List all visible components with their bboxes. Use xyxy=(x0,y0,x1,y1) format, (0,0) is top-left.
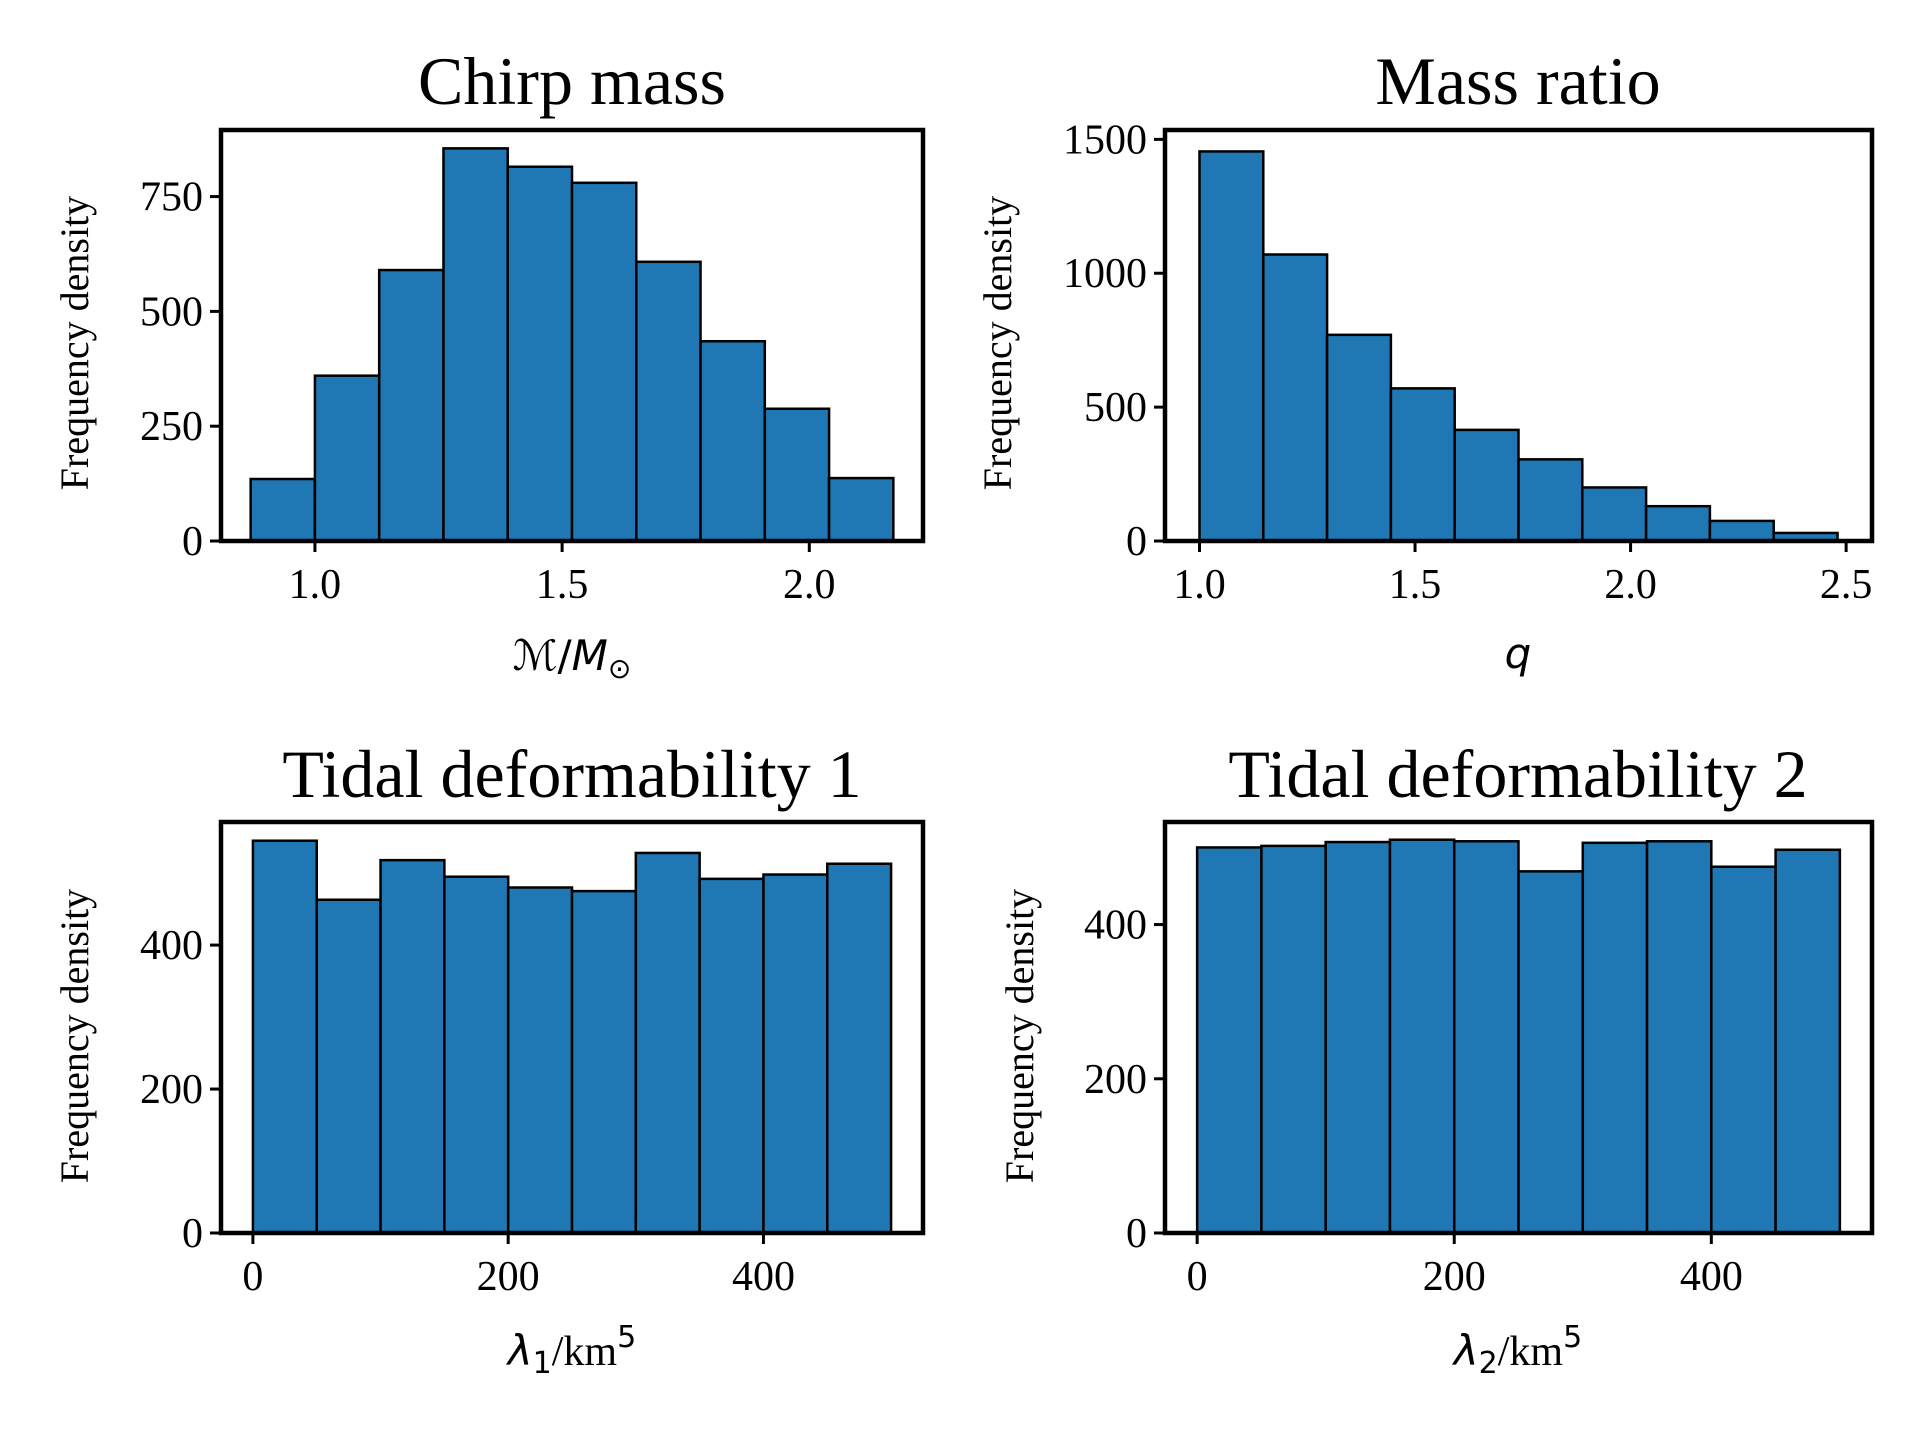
panel-title: Mass ratio xyxy=(1375,43,1660,119)
y-ticks: 0 250 500 750 xyxy=(140,175,221,565)
y-axis-label: Frequency density xyxy=(52,196,97,490)
histogram-bar xyxy=(1262,253,1329,543)
histogram-bar xyxy=(570,889,638,1235)
y-axis-label: Frequency density xyxy=(52,889,97,1183)
panel-chirp-mass: Chirp mass Frequency density 0250500750 … xyxy=(52,43,926,685)
plot-frame xyxy=(218,127,926,544)
x-tick-label: 1.5 xyxy=(536,562,589,608)
histogram-bar xyxy=(506,165,574,543)
x-tick-label: 2.5 xyxy=(1820,562,1873,608)
y-ticks: 0 200 400 xyxy=(1084,903,1165,1257)
x-tick-label: 400 xyxy=(1680,1254,1743,1300)
y-tick-label: 500 xyxy=(140,289,203,335)
y-axis-label: Frequency density xyxy=(997,889,1042,1183)
histogram-bar xyxy=(827,476,895,543)
x-ticks: 1.0 1.5 2.0 xyxy=(289,541,836,608)
histogram-bar xyxy=(1581,841,1649,1235)
x-tick-label: 1.0 xyxy=(1173,562,1226,608)
y-tick-label: 1500 xyxy=(1063,117,1147,163)
histogram-bar xyxy=(1710,865,1777,1235)
histogram-bar xyxy=(1517,458,1584,543)
panel-tidal-deformability-1: Tidal deformability 1 Frequency density … xyxy=(52,736,926,1381)
histogram-bar xyxy=(634,851,701,1235)
y-tick-label: 1000 xyxy=(1063,251,1147,297)
histogram-bar xyxy=(699,339,767,543)
x-tick-label: 1.0 xyxy=(289,562,342,608)
histogram-bar xyxy=(698,877,765,1235)
x-ticks: 0 200 400 xyxy=(1187,1233,1743,1300)
histogram-bar xyxy=(1645,840,1713,1235)
y-tick-label: 200 xyxy=(1084,1057,1147,1103)
x-tick-label: 2.0 xyxy=(783,562,836,608)
x-tick-label: 400 xyxy=(732,1254,795,1300)
plot-frame xyxy=(218,819,926,1236)
y-ticks: 0 500 1000 1500 xyxy=(1063,117,1165,565)
histogram-bar xyxy=(315,898,382,1235)
histogram-bar xyxy=(442,147,509,543)
histogram-bar xyxy=(762,873,829,1235)
histogram-bar xyxy=(763,407,831,543)
histogram-bar xyxy=(1517,870,1585,1235)
histogram-bar xyxy=(1453,428,1520,543)
histogram-bar xyxy=(1644,504,1712,543)
x-axis-label: λ2/km5 xyxy=(1452,1320,1582,1381)
x-axis-label: λ1/km5 xyxy=(506,1320,636,1381)
x-ticks: 0 200 400 xyxy=(242,1233,795,1300)
bars xyxy=(1198,150,1839,543)
bars xyxy=(249,147,895,543)
plot-frame xyxy=(1162,819,1875,1236)
x-tick-label: 1.5 xyxy=(1389,562,1442,608)
panel-tidal-deformability-2: Tidal deformability 2 Frequency density … xyxy=(997,736,1875,1381)
panel-mass-ratio: Mass ratio Frequency density 0 500 1000 150… xyxy=(975,43,1875,678)
histogram-bar xyxy=(826,862,893,1235)
histogram-bar xyxy=(1581,486,1648,543)
histogram-bar xyxy=(1260,844,1327,1235)
histogram-bar xyxy=(313,374,381,543)
y-tick-label: 400 xyxy=(1084,903,1147,949)
histogram-bar xyxy=(379,858,446,1235)
x-axis-label: ℳ/M⊙ xyxy=(513,631,632,685)
x-tick-label: 200 xyxy=(477,1254,540,1300)
histogram-bar xyxy=(1452,840,1520,1235)
bars xyxy=(1195,838,1842,1235)
histogram-bar xyxy=(1325,333,1393,543)
panel-title: Chirp mass xyxy=(418,43,726,119)
x-tick-label: 200 xyxy=(1423,1254,1486,1300)
plot-frame xyxy=(1162,127,1875,544)
y-tick-label: 400 xyxy=(140,923,203,969)
y-tick-label: 0 xyxy=(1126,519,1147,565)
panel-title: Tidal deformability 2 xyxy=(1228,736,1807,812)
y-tick-label: 0 xyxy=(182,519,203,565)
histogram-bar xyxy=(570,181,638,543)
y-axis-label: Frequency density xyxy=(975,196,1020,490)
histogram-bar xyxy=(1708,519,1775,543)
histogram-bar xyxy=(1195,846,1263,1235)
x-tick-label: 0 xyxy=(1187,1254,1208,1300)
histogram-bar xyxy=(377,268,445,543)
histogram-bar xyxy=(635,260,702,543)
histogram-bar xyxy=(1389,387,1456,543)
y-tick-label: 0 xyxy=(1126,1211,1147,1257)
y-tick-label: 200 xyxy=(140,1067,203,1113)
histogram-bar xyxy=(1388,838,1456,1235)
histogram-bar xyxy=(1198,150,1265,543)
x-tick-label: 0 xyxy=(242,1254,263,1300)
histogram-bar xyxy=(1324,840,1392,1235)
y-tick-label: 750 xyxy=(140,175,203,221)
histogram-bar xyxy=(506,886,574,1235)
x-ticks: 1.0 1.5 2.0 2.5 xyxy=(1173,541,1872,608)
y-tick-label: 500 xyxy=(1084,385,1147,431)
bars xyxy=(251,839,893,1235)
y-tick-label: 0 xyxy=(182,1211,203,1257)
panel-title: Tidal deformability 1 xyxy=(282,736,861,812)
x-tick-label: 2.0 xyxy=(1604,562,1657,608)
histogram-bar xyxy=(1774,848,1842,1235)
y-tick-label: 250 xyxy=(140,404,203,450)
histogram-bar xyxy=(443,875,510,1235)
y-ticks: 0 200 400 xyxy=(140,923,221,1257)
x-axis-label: q xyxy=(1505,629,1532,678)
histogram-bar xyxy=(251,839,318,1235)
histogram-bar xyxy=(249,477,317,543)
